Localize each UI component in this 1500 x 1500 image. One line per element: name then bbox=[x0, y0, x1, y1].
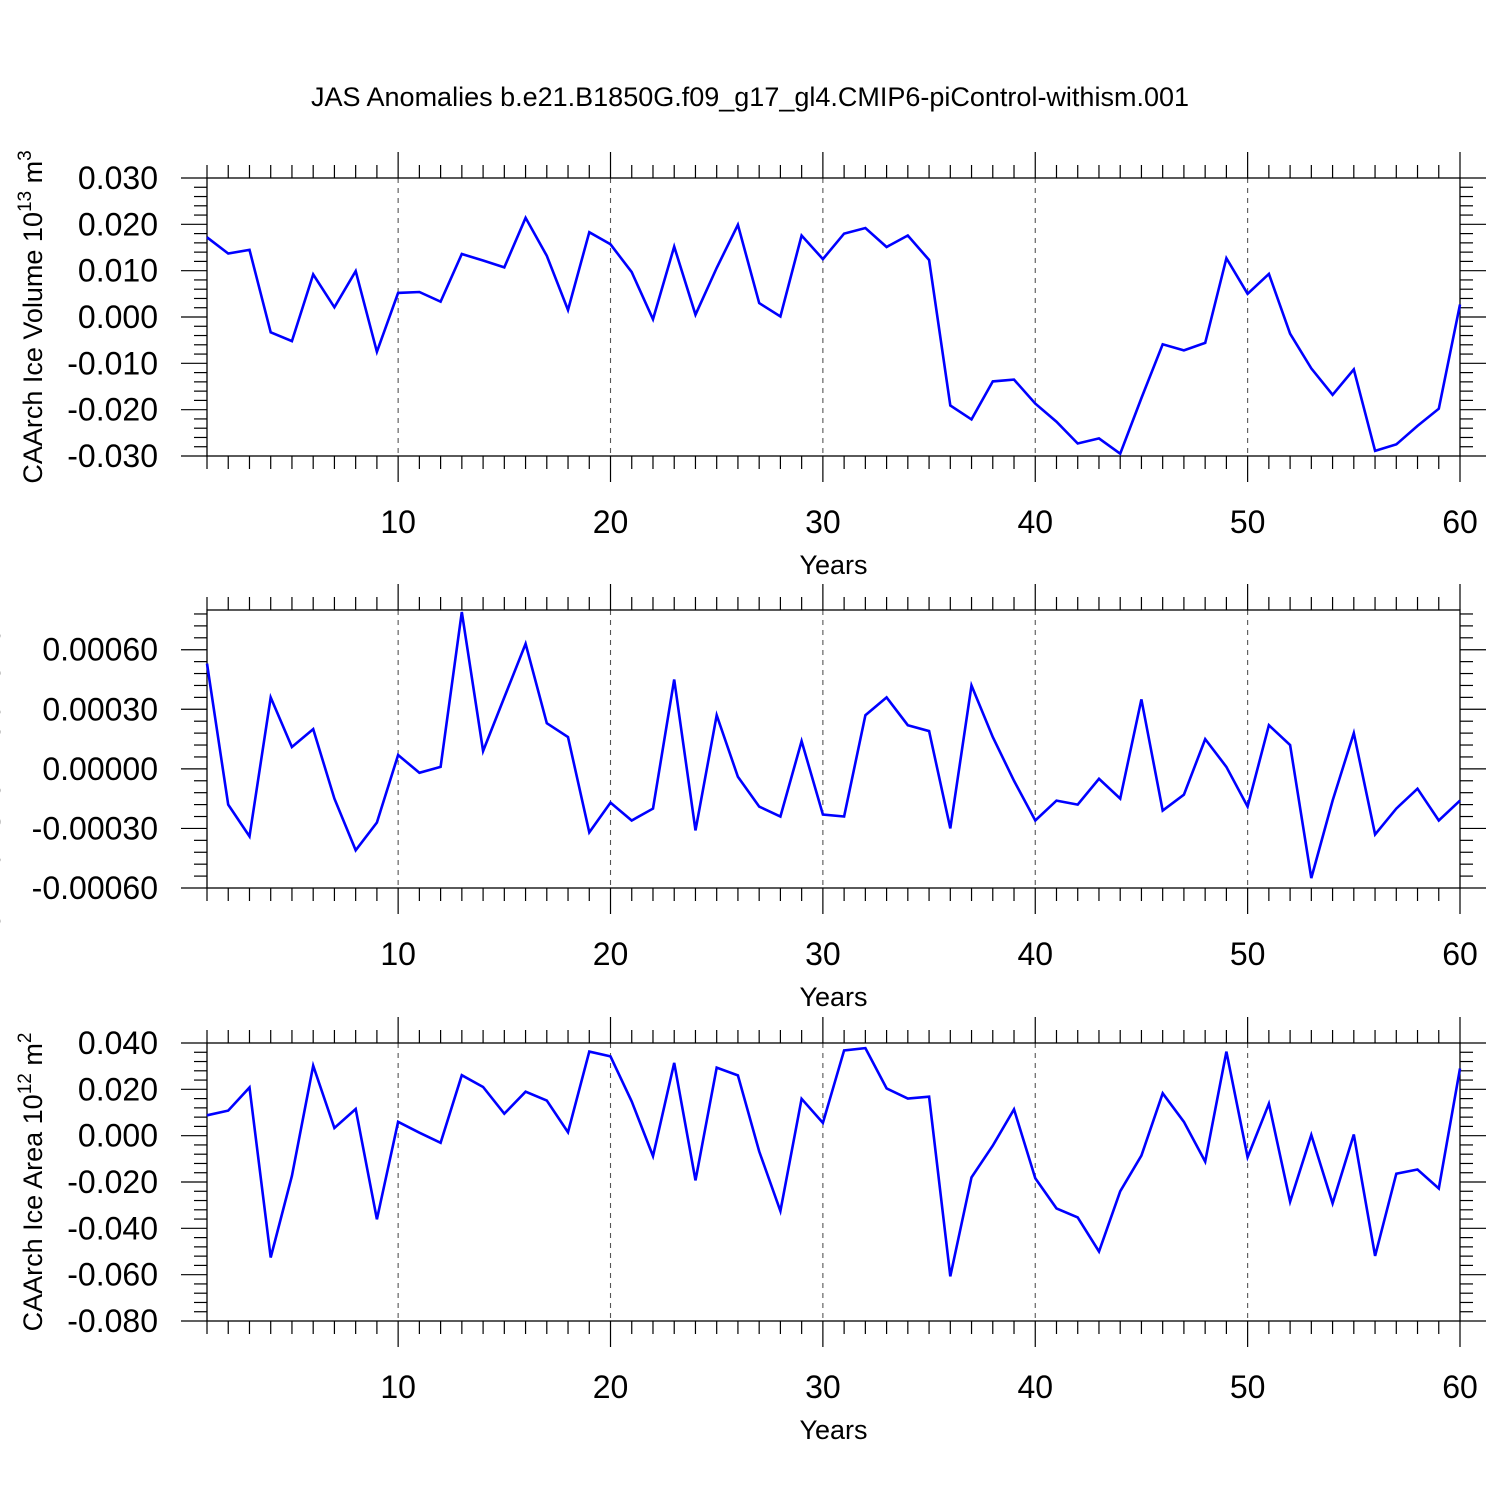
y-axis-label: CAArch Snow Volume 1013 m3 bbox=[0, 567, 6, 932]
x-tick-label: 10 bbox=[380, 936, 416, 972]
x-tick-label: 40 bbox=[1017, 1369, 1053, 1405]
y-tick-label: 0.00000 bbox=[42, 751, 158, 787]
series-line-1 bbox=[206, 214, 1462, 456]
y-tick-label: 0.020 bbox=[78, 206, 158, 242]
x-tick-label: 10 bbox=[380, 504, 416, 540]
x-tick-label: 20 bbox=[593, 936, 629, 972]
y-axis-label-part: CAArch Snow Volume 10 bbox=[0, 628, 6, 931]
y-tick-label: -0.020 bbox=[67, 1164, 158, 1200]
plot-frame bbox=[206, 609, 1461, 889]
x-tick-label: 40 bbox=[1017, 936, 1053, 972]
y-axis-label-part: 12 bbox=[15, 1073, 36, 1094]
x-axis-label: Years bbox=[799, 1415, 867, 1445]
x-tick-label: 60 bbox=[1442, 1369, 1478, 1405]
figure-title: JAS Anomalies b.e21.B1850G.f09_g17_gl4.C… bbox=[311, 82, 1189, 112]
y-tick-label: -0.040 bbox=[67, 1210, 158, 1246]
y-tick-label: -0.080 bbox=[67, 1303, 158, 1339]
x-tick-label: 60 bbox=[1442, 504, 1478, 540]
y-tick-label: 0.000 bbox=[78, 1118, 158, 1154]
y-tick-label: 0.020 bbox=[78, 1071, 158, 1107]
x-tick-label: 30 bbox=[805, 936, 841, 972]
y-tick-label: -0.060 bbox=[67, 1257, 158, 1293]
y-axis-label-part: CAArch Ice Area 10 bbox=[18, 1094, 48, 1331]
y-axis-label-part: m bbox=[0, 577, 6, 607]
plot-frame bbox=[206, 1042, 1461, 1322]
y-axis-label: CAArch Ice Volume 1013 m3 bbox=[15, 150, 48, 483]
panel-2: -0.00060 -0.00030 0.00000 0.00030 0.00060 10 2… bbox=[0, 567, 1486, 1012]
y-axis-label-part: m bbox=[18, 1043, 48, 1073]
y-axis-label-part: 2 bbox=[15, 1033, 36, 1044]
series-line-2 bbox=[205, 611, 1461, 879]
y-axis-label-part: 13 bbox=[15, 191, 36, 212]
x-tick-label: 50 bbox=[1230, 504, 1266, 540]
x-tick-label: 30 bbox=[805, 504, 841, 540]
y-tick-label: -0.010 bbox=[67, 345, 158, 381]
x-tick-label: 50 bbox=[1230, 1369, 1266, 1405]
y-axis-label-part: CAArch Ice Volume 10 bbox=[18, 212, 48, 484]
y-tick-label: 0.010 bbox=[78, 253, 158, 289]
x-tick-label: 50 bbox=[1230, 936, 1266, 972]
y-tick-label: 0.00060 bbox=[42, 632, 158, 668]
x-tick-label: 40 bbox=[1017, 504, 1053, 540]
y-axis-label-part: m bbox=[18, 161, 48, 191]
y-tick-label: -0.00060 bbox=[32, 870, 158, 906]
x-axis-label: Years bbox=[799, 982, 867, 1012]
panels: -0.030 -0.020 -0.010 0.000 0.010 0.020 0.030 10… bbox=[0, 150, 1486, 1445]
x-axis-label: Years bbox=[799, 550, 867, 580]
y-tick-label: -0.00030 bbox=[32, 810, 158, 846]
y-axis-label: CAArch Ice Area 1012 m2 bbox=[15, 1033, 48, 1332]
x-tick-label: 10 bbox=[380, 1369, 416, 1405]
x-tick-label: 60 bbox=[1442, 936, 1478, 972]
y-axis-label-part: 3 bbox=[15, 150, 36, 161]
panel-3: -0.080 -0.060 -0.040 -0.020 0.000 0.020 0.040 1… bbox=[15, 1017, 1486, 1445]
plot-frame bbox=[206, 177, 1461, 457]
y-tick-label: -0.020 bbox=[67, 392, 158, 428]
x-tick-label: 20 bbox=[593, 504, 629, 540]
series-line-3 bbox=[206, 1046, 1462, 1277]
y-tick-label: -0.030 bbox=[67, 438, 158, 474]
x-tick-label: 20 bbox=[593, 1369, 629, 1405]
y-tick-label: 0.00030 bbox=[42, 691, 158, 727]
x-tick-label: 30 bbox=[805, 1369, 841, 1405]
y-tick-label: 0.000 bbox=[78, 299, 158, 335]
y-tick-label: 0.040 bbox=[78, 1025, 158, 1061]
y-tick-label: 0.030 bbox=[78, 160, 158, 196]
panel-1: -0.030 -0.020 -0.010 0.000 0.010 0.020 0.030 10… bbox=[15, 150, 1486, 580]
